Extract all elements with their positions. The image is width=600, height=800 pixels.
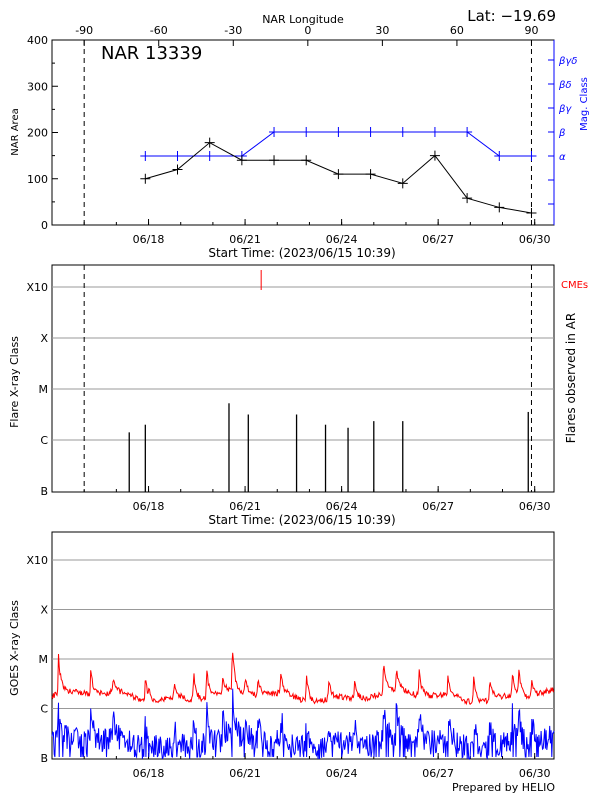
class-tick-label: X10 xyxy=(26,554,48,567)
class-tick-label: C xyxy=(40,703,48,716)
class-tick-label: X xyxy=(40,604,48,617)
y-axis-label: NAR Area xyxy=(10,108,21,155)
nar-area-point xyxy=(172,164,183,175)
x-tick-label: 06/21 xyxy=(229,233,261,246)
x-tick-label: 06/18 xyxy=(133,233,165,246)
x-tick-label: 06/27 xyxy=(422,233,454,246)
y-axis-label: GOES X-ray Class xyxy=(8,600,21,696)
class-tick-label: M xyxy=(39,383,49,396)
top-axis-tick-label: 0 xyxy=(304,24,311,37)
goes-long-channel-line xyxy=(51,652,555,706)
nar-area-point xyxy=(204,137,215,148)
x-axis-label: Start Time: (2023/06/15 10:39) xyxy=(208,513,395,527)
x-tick-label: 06/18 xyxy=(133,767,165,780)
mag-class-label: α xyxy=(559,152,566,163)
mag-class-point xyxy=(269,127,280,137)
nar-area-point xyxy=(429,150,440,161)
nar-area-point xyxy=(365,169,376,180)
cme-legend-label: CMEs xyxy=(561,280,588,291)
nar-area-panel: NAR 13339 NAR Area Mag. Class Start Time… xyxy=(10,24,590,260)
x-tick-label: 06/24 xyxy=(326,767,358,780)
y-tick-label: 0 xyxy=(41,219,48,232)
flare-class-panel: Flare X-ray Class Flares observed in AR … xyxy=(8,264,588,527)
y2-axis-label: Mag. Class xyxy=(579,77,590,131)
y-axis-label: Flare X-ray Class xyxy=(8,336,21,428)
y-tick-label: 400 xyxy=(27,34,48,47)
nar-area-point xyxy=(494,202,505,213)
prepared-by-footer: Prepared by HELIO xyxy=(452,781,555,794)
y2-axis-label: Flares observed in AR xyxy=(564,313,578,443)
nar-area-point xyxy=(397,178,408,189)
nar-area-point xyxy=(333,169,344,180)
panel-frame xyxy=(51,264,555,493)
mag-class-point xyxy=(494,151,505,161)
x-tick-label: 06/21 xyxy=(229,500,261,513)
mag-class-point xyxy=(333,127,344,137)
top-axis-tick-label: -30 xyxy=(224,24,242,37)
mag-class-point xyxy=(429,127,440,137)
top-axis-tick-label: -60 xyxy=(150,24,168,37)
y-tick-label: 200 xyxy=(27,127,48,140)
mag-class-label: β xyxy=(558,128,566,139)
nar-area-point xyxy=(526,207,537,218)
x-tick-label: 06/30 xyxy=(519,767,551,780)
top-axis-tick-label: -90 xyxy=(75,24,93,37)
class-tick-label: M xyxy=(39,653,49,666)
mag-class-point xyxy=(301,127,312,137)
nar-area-point xyxy=(140,173,151,184)
mag-class-label: βγ xyxy=(558,104,572,115)
mag-class-point xyxy=(526,151,537,161)
goes-short-channel-line xyxy=(51,688,555,761)
x-tick-label: 06/24 xyxy=(326,500,358,513)
top-axis-tick-label: 60 xyxy=(450,24,464,37)
nar-area-point xyxy=(462,193,473,204)
mag-class-point xyxy=(172,151,183,161)
latitude-label: Lat: −19.69 xyxy=(467,7,556,25)
x-tick-label: 06/18 xyxy=(133,500,165,513)
mag-class-point xyxy=(140,151,151,161)
x-tick-label: 06/30 xyxy=(519,500,551,513)
nar-area-point xyxy=(301,155,312,166)
nar-area-point xyxy=(269,155,280,166)
x-tick-label: 06/27 xyxy=(422,767,454,780)
top-axis-title: NAR Longitude xyxy=(262,13,344,26)
x-tick-label: 06/24 xyxy=(326,233,358,246)
mag-class-point xyxy=(397,127,408,137)
mag-class-label: βδ xyxy=(558,80,572,91)
class-tick-label: B xyxy=(40,485,48,498)
x-axis-label: Start Time: (2023/06/15 10:39) xyxy=(208,246,395,260)
mag-class-point xyxy=(462,127,473,137)
top-axis-tick-label: 90 xyxy=(524,24,538,37)
goes-xray-panel: GOES X-ray Class B C M X X10 06/18 06/21 06/24 0… xyxy=(8,531,555,780)
mag-class-point xyxy=(204,151,215,161)
x-tick-label: 06/27 xyxy=(422,500,454,513)
mag-class-point xyxy=(365,127,376,137)
top-axis-tick-label: 30 xyxy=(375,24,389,37)
x-tick-label: 06/30 xyxy=(519,233,551,246)
panel-frame xyxy=(51,531,555,760)
class-tick-label: X xyxy=(40,332,48,345)
class-tick-label: B xyxy=(40,752,48,765)
mag-class-label: βγδ xyxy=(558,56,577,67)
ar-title: NAR 13339 xyxy=(101,43,202,64)
y-tick-label: 100 xyxy=(27,173,48,186)
nar-area-point xyxy=(236,155,247,166)
x-tick-label: 06/21 xyxy=(229,767,261,780)
y-tick-label: 300 xyxy=(27,80,48,93)
class-tick-label: X10 xyxy=(26,281,48,294)
class-tick-label: C xyxy=(40,434,48,447)
